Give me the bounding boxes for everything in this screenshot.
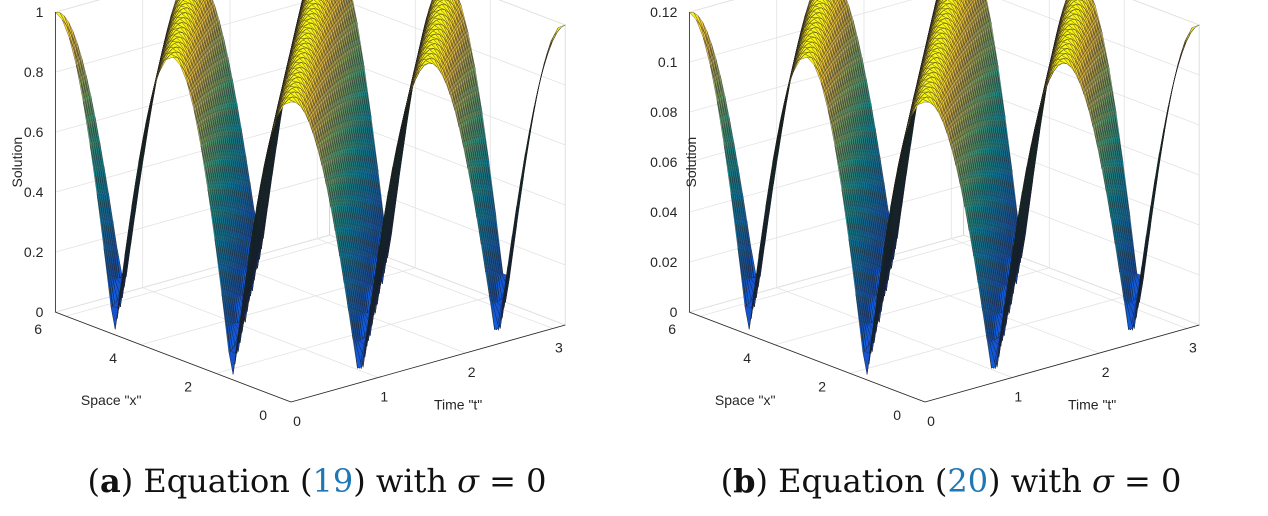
x-tick-label-1-1: 2: [818, 378, 826, 394]
z-tick-label-0-4: 0.8: [24, 64, 44, 80]
sigma-symbol-b: σ: [1091, 462, 1114, 500]
caption-b: (b) Equation (20) with σ = 0: [720, 462, 1182, 500]
surface-mesh-1: [688, 0, 1200, 375]
caption-eq-b: = 0: [1123, 462, 1182, 500]
panel-b: 0 0.02 0.04 0.06 0.08 0.1 0.12 0 2 4 6 0 1 2 3 Space "x…: [634, 0, 1268, 516]
x-axis-label-0: Space "x": [81, 392, 142, 408]
z-tick-label-1-2: 0.04: [650, 204, 677, 220]
caption-eq-a: = 0: [489, 462, 547, 500]
t-tick-label-0-0: 0: [293, 413, 301, 429]
z-tick-label-0-5: 1: [36, 4, 44, 20]
caption-text-b: Equation (: [778, 462, 948, 500]
z-tick-label-1-0: 0: [670, 304, 678, 320]
t-tick-label-1-0: 0: [927, 413, 935, 429]
caption-text-a: Equation (: [143, 462, 313, 500]
equation-ref-link-a[interactable]: 19: [312, 462, 354, 500]
equation-ref-link-b[interactable]: 20: [947, 462, 989, 500]
x-tick-label-1-0: 0: [893, 407, 901, 423]
x-tick-label-0-2: 4: [109, 350, 117, 366]
z-tick-label-1-1: 0.02: [650, 254, 677, 270]
x-tick-label-0-3: 6: [34, 321, 42, 337]
x-tick-label-1-2: 4: [743, 350, 751, 366]
x-axis-line-0: [55, 311, 292, 403]
z-tick-label-1-4: 0.08: [650, 104, 677, 120]
z-tick-label-0-2: 0.4: [24, 184, 44, 200]
z-tick-label-1-6: 0.12: [650, 4, 677, 20]
z-tick-label-0-0: 0: [36, 304, 44, 320]
t-tick-label-0-1: 1: [380, 389, 388, 405]
t-tick-label-1-3: 3: [1189, 340, 1197, 356]
t-tick-label-0-3: 3: [555, 340, 563, 356]
caption-label-a: a: [99, 462, 121, 500]
t-tick-label-1-1: 1: [1014, 389, 1022, 405]
panel-a: 0 0.2 0.4 0.6 0.8 1 0 2 4 6 0 1 2 3 Space "x" Time "t" S…: [9, 0, 567, 500]
surface-mesh-0: [54, 0, 566, 375]
t-tick-label-0-2: 2: [468, 364, 476, 380]
x-axis-line-1: [689, 311, 926, 403]
caption-suffix-b: ) with: [988, 462, 1082, 500]
z-tick-label-1-3: 0.06: [650, 154, 677, 170]
t-axis-label-1: Time "t": [1068, 397, 1116, 413]
caption-label-b: b: [733, 462, 756, 500]
x-axis-label-1: Space "x": [715, 392, 776, 408]
sigma-symbol-a: σ: [457, 462, 479, 500]
x-tick-label-0-0: 0: [259, 407, 267, 423]
caption-a: (a) Equation (19) with σ = 0: [87, 462, 547, 500]
caption-suffix-a: ) with: [353, 462, 447, 500]
z-tick-label-0-1: 0.2: [24, 244, 44, 260]
z-tick-label-0-3: 0.6: [24, 124, 44, 140]
z-axis-label-0: Solution: [9, 137, 25, 188]
t-axis-label-0: Time "t": [434, 397, 482, 413]
z-axis-label-1: Solution: [683, 137, 699, 188]
z-tick-label-1-5: 0.1: [658, 54, 678, 70]
x-tick-label-0-1: 2: [184, 378, 192, 394]
x-tick-label-1-3: 6: [668, 321, 676, 337]
t-axis-line-0: [290, 324, 566, 403]
t-axis-line-1: [924, 324, 1200, 403]
t-tick-label-1-2: 2: [1102, 364, 1110, 380]
